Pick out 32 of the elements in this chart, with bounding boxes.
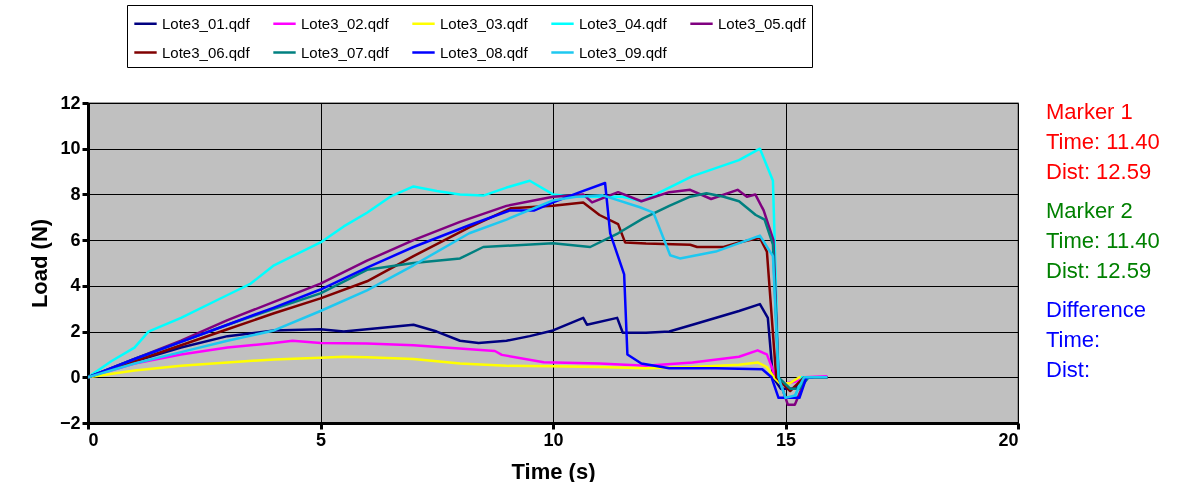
legend-label: Lote3_08.qdf (440, 43, 529, 61)
text: Dist: 12.59 (1046, 158, 1153, 186)
legend-label: Lote3_01.qdf (162, 14, 251, 32)
legend-label: Lote3_03.qdf (440, 14, 529, 32)
legend-label: Lote3_02.qdf (301, 14, 390, 32)
legend-label: Lote3_04.qdf (579, 14, 668, 32)
y-tick-label: −2 (59, 412, 81, 433)
y-axis-title: Load (N) (26, 218, 52, 309)
text: Time: 11.40 (1046, 227, 1160, 255)
y-tick-label: 6 (70, 229, 81, 250)
y-tick-label: 8 (70, 183, 81, 204)
legend-label: Lote3_09.qdf (579, 43, 668, 61)
text: Difference (1046, 296, 1147, 324)
text: Dist: (1046, 356, 1091, 384)
x-tick-label: 15 (775, 429, 797, 450)
y-tick-label: 2 (70, 321, 81, 342)
x-tick-label: 10 (543, 429, 564, 450)
x-tick-label: 5 (315, 429, 327, 450)
legend-label: Lote3_07.qdf (301, 43, 390, 61)
x-tick-label: 20 (998, 429, 1019, 450)
text: Dist: 12.59 (1046, 257, 1153, 285)
text: Marker 2 (1046, 197, 1134, 225)
text: Marker 1 (1046, 98, 1134, 126)
y-tick-label: 4 (70, 275, 81, 296)
legend-label: Lote3_06.qdf (162, 43, 251, 61)
legend-label: Lote3_05.qdf (718, 14, 807, 32)
y-tick-label: 12 (60, 92, 81, 113)
text: Time: 11.40 (1046, 128, 1160, 156)
y-tick-label: 10 (60, 138, 81, 159)
x-tick-label: 0 (88, 429, 99, 450)
y-tick-label: 0 (70, 366, 81, 387)
text: Time: (1046, 326, 1102, 354)
